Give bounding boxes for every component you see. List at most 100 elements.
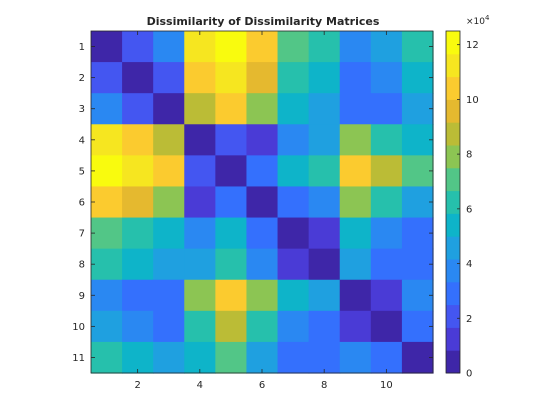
heatmap-cell-r6-c1 [91,186,123,219]
y-tick-label: 1 [79,42,85,53]
heatmap-cell-r6-c9 [339,186,372,219]
heatmap-cell-r4-c3 [153,124,185,156]
heatmap-cell-r3-c4 [184,93,216,125]
heatmap-cell-r9-c10 [370,279,403,312]
heatmap-cell-r3-c11 [401,93,434,125]
colorbar-segment [446,167,460,192]
heatmap-cell-r2-c2 [122,62,154,94]
colorbar-segment [446,327,460,351]
heatmap-cell-r8-c1 [91,248,123,281]
colorbar-segment [446,190,460,214]
heatmap-cell-r9-c7 [277,279,310,312]
heatmap-cell-r5-c3 [153,155,185,188]
heatmap-cell-r6-c4 [184,186,216,219]
heatmap-cell-r2-c10 [370,62,403,94]
heatmap-cell-r5-c7 [277,155,310,188]
heatmap-cell-r1-c10 [370,31,403,63]
colorbar-segment [446,145,460,169]
heatmap-cell-r10-c9 [339,310,372,343]
colorbar-tick-label: 12 [466,40,479,51]
heatmap-cell-r3-c6 [246,93,279,125]
x-tick-label: 6 [259,380,265,391]
heatmap-cell-r10-c2 [122,310,154,343]
y-tick-label: 11 [72,353,85,364]
heatmap-cell-r4-c7 [277,124,310,156]
heatmap-cell-r5-c4 [184,155,216,188]
heatmap-cell-r9-c2 [122,279,154,312]
heatmap-cell-r8-c5 [215,248,248,281]
heatmap-cell-r10-c5 [215,310,248,343]
colorbar-tick-label: 2 [466,314,472,325]
heatmap-cell-r5-c1 [91,155,123,188]
heatmap-cell-r1-c3 [153,31,185,63]
heatmap-cell-r10-c6 [246,310,279,343]
chart-title: Dissimilarity of Dissimilarity Matrices [147,15,380,28]
heatmap-cell-r11-c6 [246,341,279,374]
heatmap-cell-r10-c1 [91,310,123,343]
heatmap-cell-r4-c1 [91,124,123,156]
heatmap-cell-r2-c1 [91,62,123,94]
colorbar-segment [446,99,460,123]
heatmap-cell-r6-c8 [308,186,341,219]
colorbar [445,30,461,374]
heatmap-cell-r2-c11 [401,62,434,94]
heatmap-cell-r8-c4 [184,248,216,281]
heatmap-cell-r7-c10 [370,217,403,250]
heatmap-cell-r1-c8 [308,31,341,63]
heatmap-cell-r4-c9 [339,124,372,156]
heatmap-cell-r6-c11 [401,186,434,219]
heatmap-cell-r2-c5 [215,62,248,94]
heatmap-cell-r3-c10 [370,93,403,125]
heatmap-cell-r1-c4 [184,31,216,63]
heatmap-cell-r11-c8 [308,341,341,374]
heatmap-cell-r5-c10 [370,155,403,188]
colorbar-segment [446,281,460,306]
heatmap-cell-r3-c2 [122,93,154,125]
heatmap-cell-r7-c3 [153,217,185,250]
heatmap-cell-r10-c4 [184,310,216,343]
heatmap-cell-r8-c6 [246,248,279,281]
colorbar-segment [446,213,460,237]
heatmap-cell-r11-c7 [277,341,310,374]
x-tick-label: 10 [380,380,393,391]
y-tick-label: 4 [79,135,85,146]
heatmap-cell-r9-c5 [215,279,248,312]
heatmap-cell-r10-c10 [370,310,403,343]
heatmap-cell-r9-c4 [184,279,216,312]
heatmap-cell-r4-c8 [308,124,341,156]
heatmap-cell-r5-c11 [401,155,434,188]
heatmap-cell-r6-c5 [215,186,248,219]
colorbar-tick-label: 4 [466,259,472,270]
y-tick-label: 6 [79,198,85,209]
heatmap-cell-r11-c9 [339,341,372,374]
heatmap-cell-r2-c7 [277,62,310,94]
colorbar-segment [446,53,460,78]
colorbar-tick-label: 8 [466,150,472,161]
x-tick-label: 8 [321,380,327,391]
heatmap-cell-r7-c2 [122,217,154,250]
heatmap-cell-r9-c11 [401,279,434,312]
heatmap-cell-r8-c2 [122,248,154,281]
heatmap-cell-r4-c6 [246,124,279,156]
heatmap-cell-r10-c3 [153,310,185,343]
heatmap-cell-r6-c3 [153,186,185,219]
heatmap-cell-r2-c3 [153,62,185,94]
heatmap-cell-r4-c5 [215,124,248,156]
x-axis: 2 4 6 8 10 [134,31,393,391]
heatmap-cell-r2-c6 [246,62,279,94]
heatmap-cell-r11-c10 [370,341,403,374]
heatmap-cell-r5-c6 [246,155,279,188]
colorbar-segment [446,31,460,55]
heatmap-cell-r1-c7 [277,31,310,63]
heatmap-cell-r9-c8 [308,279,341,312]
heatmap-cell-r7-c6 [246,217,279,250]
heatmap-cell-r6-c6 [246,186,279,219]
colorbar-exponent-label: ×104 [466,14,490,27]
heatmap-cell-r11-c4 [184,341,216,374]
heatmap-cell-r2-c4 [184,62,216,94]
heatmap-cell-r1-c9 [339,31,372,63]
colorbar-tick-label: 0 [466,369,472,380]
heatmap-cell-r1-c11 [401,31,434,63]
y-tick-label: 8 [79,260,85,271]
y-tick-label: 2 [79,73,85,84]
